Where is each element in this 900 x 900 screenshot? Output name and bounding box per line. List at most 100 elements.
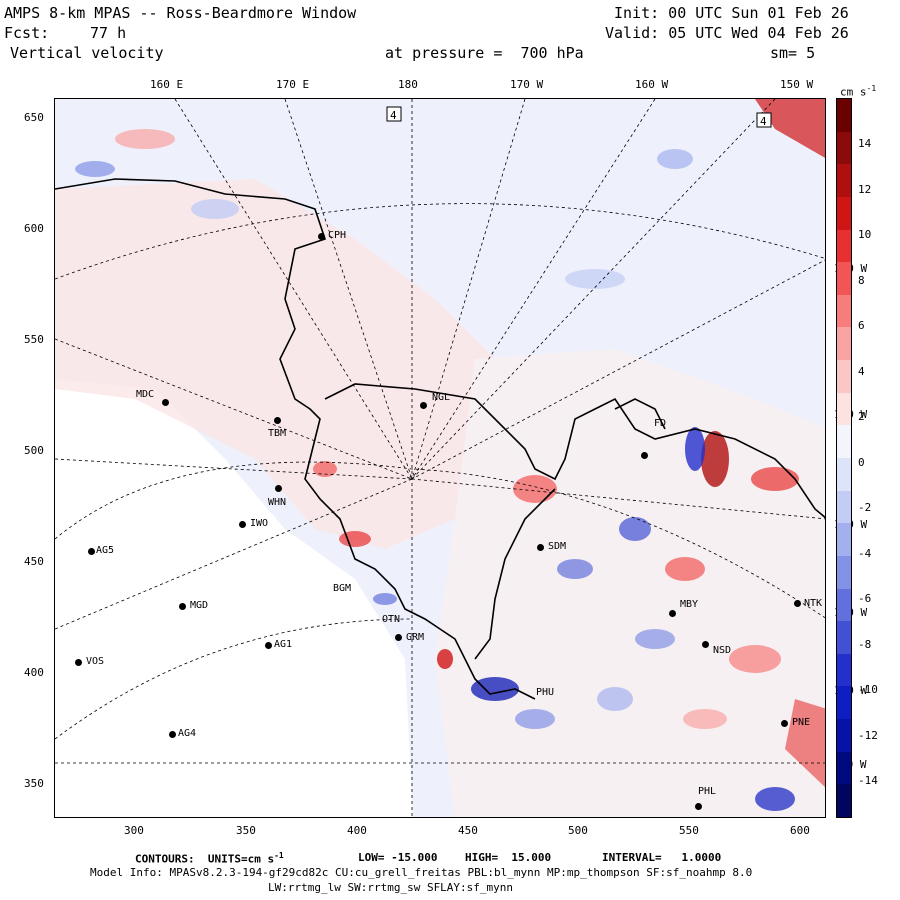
positive-patch-se [785, 699, 825, 788]
footer-contours: CONTOURS: UNITS=cm s-1 [135, 851, 284, 866]
colorbar-label: 14 [858, 137, 872, 150]
station-mgd[interactable]: MGD [190, 600, 209, 611]
box-label-1: 4 [390, 109, 397, 122]
colorbar-swatch [837, 360, 851, 394]
colorbar-swatch [837, 392, 851, 426]
lon-label-170e: 170 E [276, 78, 310, 91]
colorbar-swatch [837, 784, 851, 818]
colorbar [836, 98, 852, 818]
init-time: Init: 00 UTC Sun 01 Feb 26 [614, 4, 849, 22]
x-tick-550: 550 [679, 824, 699, 837]
colorbar-swatch [837, 196, 851, 231]
y-tick-400: 400 [24, 666, 44, 679]
station-mby[interactable]: MBY [680, 599, 699, 610]
colorbar-label: 0 [858, 455, 865, 469]
colorbar-label: 10 [858, 228, 872, 241]
x-tick-600: 600 [790, 824, 810, 837]
colorbar-units: cm s-1 [840, 84, 877, 99]
colorbar-swatch [837, 686, 851, 720]
footer-model-info-2: LW:rrtmg_lw SW:rrtmg_sw SFLAY:sf_mynn [268, 881, 514, 894]
colorbar-swatch [837, 490, 851, 524]
station-fd[interactable]: FD [654, 418, 667, 429]
station-bgm[interactable]: BGM [333, 583, 352, 594]
footer-model-info: Model Info: MPASv8.2.3-194-gf29cd82c CU:… [90, 866, 753, 879]
y-tick-500: 500 [24, 444, 44, 457]
y-tick-350: 350 [24, 777, 44, 790]
colorbar-swatch [837, 131, 851, 165]
x-tick-300: 300 [124, 824, 144, 837]
x-tick-350: 350 [236, 824, 256, 837]
map-title: AMPS 8-km MPAS -- Ross-Beardmore Window [4, 4, 357, 22]
station-ntk[interactable]: NTK [804, 598, 823, 609]
colorbar-swatch [837, 751, 851, 785]
colorbar-swatch [837, 653, 851, 687]
field-name: Vertical velocity [10, 44, 164, 62]
colorbar-swatch [837, 327, 851, 361]
footer-high: HIGH= 15.000 [465, 851, 552, 864]
station-phl[interactable]: PHL [698, 786, 717, 797]
station-phu[interactable]: PHU [536, 687, 555, 698]
y-tick-450: 450 [24, 555, 44, 568]
station-vos[interactable]: VOS [86, 656, 105, 667]
station-grm[interactable]: GRM [406, 632, 425, 643]
colorbar-swatch [837, 99, 851, 133]
colorbar-label: 4 [858, 364, 865, 378]
positive-region [55, 179, 555, 549]
colorbar-swatch [837, 294, 851, 328]
boxed-labels: 4 4 [386, 106, 772, 128]
mixed-region [435, 349, 825, 817]
colorbar-swatch [837, 164, 851, 198]
x-tick-450: 450 [458, 824, 478, 837]
footer-interval: INTERVAL= 1.0000 [602, 851, 722, 864]
forecast-hour: 77 h [90, 24, 127, 42]
station-iwo[interactable]: IWO [250, 518, 269, 529]
lon-label-160w: 160 W [635, 78, 669, 91]
station-tbm[interactable]: TBM [268, 428, 287, 439]
colorbar-swatch [837, 262, 851, 296]
station-sdm[interactable]: SDM [548, 541, 567, 552]
station-ag5[interactable]: AG5 [96, 545, 115, 556]
y-tick-600: 600 [24, 222, 44, 235]
lon-label-180: 180 [398, 78, 418, 91]
colorbar-swatch [837, 719, 851, 753]
station-pne[interactable]: PNE [792, 717, 811, 728]
colorbar-label: -2 [858, 501, 872, 514]
station-whn[interactable]: WHN [268, 497, 287, 508]
station-cph[interactable]: CPH [328, 230, 347, 241]
box-label-2: 4 [760, 115, 767, 128]
footer-low: LOW= -15.000 [358, 851, 438, 864]
colorbar-label: -8 [858, 637, 872, 651]
station-ag4[interactable]: AG4 [178, 728, 197, 739]
x-tick-500: 500 [568, 824, 588, 837]
colorbar-label: -6 [858, 592, 872, 605]
colorbar-label: 12 [858, 182, 872, 196]
colorbar-label: 6 [858, 319, 865, 332]
colorbar-swatch [837, 588, 851, 622]
station-otn[interactable]: OTN [382, 614, 401, 625]
colorbar-swatch [837, 523, 851, 557]
lon-label-150w: 150 W [780, 78, 814, 91]
valid-time: Valid: 05 UTC Wed 04 Feb 26 [605, 24, 849, 42]
colorbar-label: 2 [858, 410, 865, 423]
station-ngl[interactable]: NGL [432, 392, 451, 403]
station-nsd[interactable]: NSD [713, 645, 732, 656]
lon-label-170w: 170 W [510, 78, 544, 91]
colorbar-label: -10 [858, 683, 878, 696]
colorbar-swatch [837, 621, 851, 655]
map-panel[interactable]: 4 4 140 W 130 W 120 W 110 W 100 W 90 W [54, 98, 826, 818]
convective-cells [75, 129, 799, 811]
station-ag1[interactable]: AG1 [274, 639, 293, 650]
y-tick-550: 550 [24, 333, 44, 346]
colorbar-swatch [837, 425, 851, 459]
forecast-label: Fcst: [4, 24, 50, 42]
smoothing-label: sm= 5 [770, 44, 816, 62]
colorbar-label: -14 [858, 774, 878, 787]
colorbar-label: -12 [858, 728, 878, 742]
colorbar-swatch [837, 229, 851, 263]
coastline [55, 178, 825, 700]
strong-positive-patch [755, 99, 825, 158]
no-data-region [55, 379, 413, 817]
colorbar-swatch [837, 555, 851, 590]
colorbar-label: 8 [858, 273, 865, 287]
station-mdc[interactable]: MDC [136, 389, 155, 400]
